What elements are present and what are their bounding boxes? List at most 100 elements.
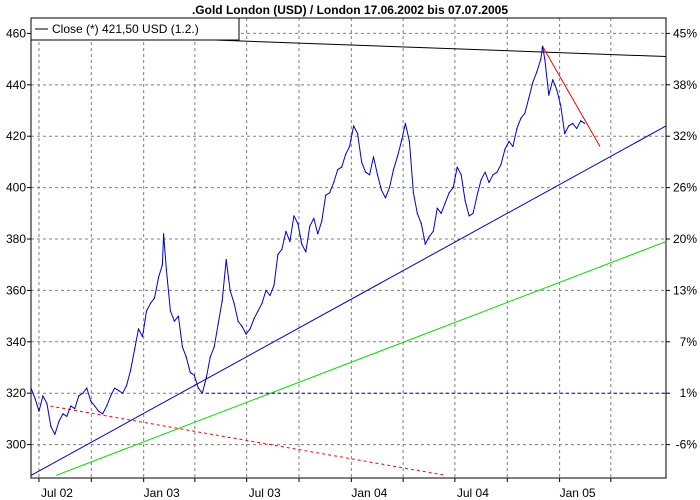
- data-point: [169, 310, 171, 312]
- data-point: [237, 320, 239, 322]
- data-point: [365, 171, 367, 173]
- y-right-tick-label: 20%: [673, 232, 697, 246]
- data-point: [193, 374, 195, 376]
- data-point: [153, 297, 156, 299]
- data-point: [540, 58, 542, 60]
- data-point: [163, 233, 165, 235]
- trend-line-red-dashed-down: [50, 405, 447, 476]
- data-point: [58, 420, 60, 423]
- data-point: [524, 112, 526, 114]
- data-point: [329, 192, 331, 194]
- trend-line-blue-support: [30, 125, 667, 476]
- data-point: [488, 181, 490, 184]
- data-point: [261, 302, 263, 304]
- data-point: [532, 81, 534, 83]
- data-point: [78, 395, 80, 397]
- data-point: [361, 161, 363, 163]
- y-right-tick-label: 26%: [673, 181, 697, 195]
- data-point: [544, 58, 546, 60]
- data-point: [556, 89, 558, 91]
- y-left-tick-label: 460: [6, 26, 26, 40]
- data-point: [508, 140, 510, 142]
- y-right-tick-label: 1%: [680, 386, 698, 400]
- data-point: [388, 187, 391, 189]
- data-point: [325, 194, 327, 196]
- data-point: [496, 171, 498, 173]
- data-point: [118, 390, 120, 392]
- data-point: [122, 392, 124, 394]
- data-point: [512, 145, 514, 148]
- data-point: [448, 192, 450, 194]
- data-point: [480, 179, 482, 181]
- data-point: [50, 426, 52, 428]
- x-tick-label: Jan 03: [144, 486, 180, 500]
- y-left-tick-label: 300: [6, 438, 26, 452]
- data-point: [504, 148, 506, 150]
- y-right-tick-label: -6%: [676, 438, 698, 452]
- legend-box: [30, 17, 240, 41]
- data-point: [233, 302, 235, 304]
- x-tick-label: Jul 03: [249, 486, 281, 500]
- data-point: [217, 323, 219, 325]
- data-point: [225, 259, 227, 261]
- data-point: [185, 356, 187, 358]
- data-point: [98, 410, 100, 412]
- data-point: [137, 328, 140, 330]
- data-point: [38, 410, 40, 412]
- data-point: [468, 215, 470, 217]
- x-tick-label: Jan 05: [560, 486, 596, 500]
- data-point: [305, 251, 307, 253]
- chart-title: .Gold London (USD) / London 17.06.2002 b…: [192, 3, 508, 17]
- data-point: [197, 387, 199, 389]
- series-line: [30, 45, 585, 435]
- data-point: [456, 166, 458, 168]
- data-point: [229, 289, 231, 291]
- y-left-tick-label: 380: [6, 232, 26, 246]
- y-left-tick-label: 340: [6, 335, 26, 349]
- data-point: [309, 225, 311, 227]
- data-point: [492, 174, 494, 176]
- data-point: [285, 230, 287, 232]
- data-point: [568, 125, 570, 127]
- data-point: [42, 395, 44, 397]
- price-series: [30, 45, 586, 435]
- y-right-tick-label: 7%: [680, 335, 698, 349]
- data-point: [380, 189, 383, 191]
- data-point: [548, 94, 550, 96]
- data-point: [353, 125, 355, 127]
- x-tick-label: Jul 04: [457, 486, 489, 500]
- data-point: [372, 156, 375, 158]
- data-point: [86, 387, 88, 389]
- y-left-tick-label: 320: [6, 386, 26, 400]
- data-point: [249, 328, 251, 330]
- data-point: [552, 79, 554, 81]
- data-point: [404, 122, 406, 124]
- data-point: [560, 104, 562, 106]
- data-point: [201, 392, 203, 394]
- data-point: [145, 310, 148, 312]
- data-point: [161, 264, 163, 266]
- data-point: [337, 169, 339, 171]
- data-point: [384, 197, 387, 199]
- data-point: [141, 336, 144, 338]
- x-tick-label: Jan 04: [351, 486, 387, 500]
- data-point: [576, 127, 578, 130]
- data-point: [157, 277, 160, 279]
- data-point: [321, 220, 323, 222]
- x-axis: Jul 02 Jan 03 Jul 03 Jan 04 Jul 04 Jan 05: [38, 478, 612, 500]
- data-point: [460, 174, 462, 176]
- data-point: [572, 122, 574, 124]
- legend: Close (*) 421,50 USD (1.2.): [30, 17, 240, 41]
- data-point: [34, 397, 36, 399]
- data-point: [345, 153, 347, 155]
- data-point: [221, 300, 223, 302]
- data-point: [452, 187, 454, 189]
- y-right-tick-label: 32%: [673, 129, 697, 143]
- legend-label: Close (*) 421,50 USD (1.2.): [52, 22, 199, 36]
- data-point: [436, 207, 438, 209]
- data-point: [289, 241, 291, 243]
- data-point: [245, 333, 247, 335]
- data-point: [126, 384, 128, 387]
- data-point: [82, 392, 84, 394]
- data-point: [536, 71, 538, 73]
